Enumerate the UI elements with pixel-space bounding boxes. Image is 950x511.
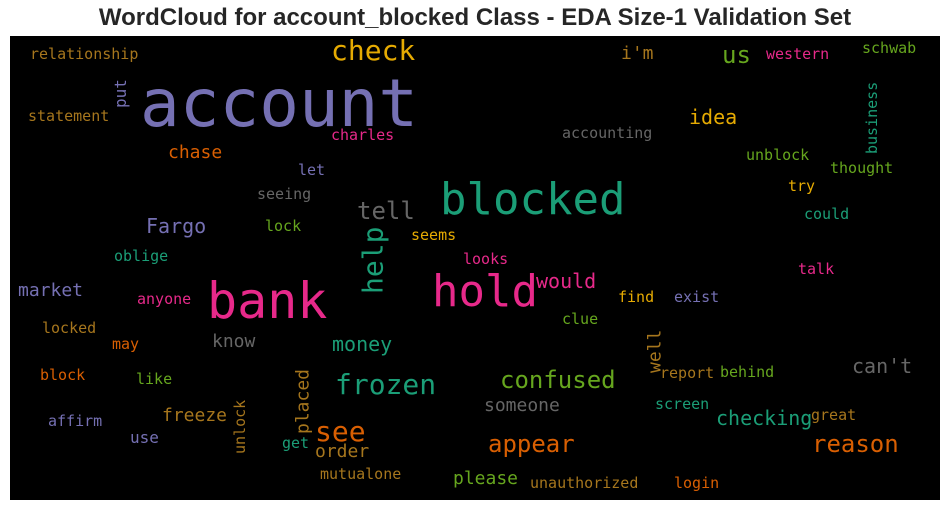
word-unauthorized: unauthorized <box>530 474 638 492</box>
word-see: see <box>315 415 366 448</box>
word-check: check <box>331 36 415 67</box>
word-unblock: unblock <box>746 146 809 164</box>
word-would: would <box>536 269 596 293</box>
word-seems: seems <box>411 226 456 244</box>
word-us: us <box>722 41 751 69</box>
word-could: could <box>804 205 849 223</box>
word-statement: statement <box>28 107 109 125</box>
word-unlock: unlock <box>231 400 249 454</box>
chart-title: WordCloud for account_blocked Class - ED… <box>98 4 852 31</box>
word-behind: behind <box>720 363 774 381</box>
word-great: great <box>811 406 856 424</box>
word-help: help <box>356 227 389 294</box>
word-tell: tell <box>357 197 415 225</box>
word-market: market <box>18 280 83 301</box>
word-please: please <box>453 468 518 489</box>
word-talk: talk <box>798 260 834 278</box>
word-placed: placed <box>292 369 313 434</box>
word-schwab: schwab <box>862 39 916 57</box>
word-let: let <box>298 161 325 179</box>
word-charles: charles <box>331 126 394 144</box>
word-frozen: frozen <box>335 368 436 401</box>
word-checking: checking <box>716 406 812 430</box>
word-order: order <box>315 441 369 462</box>
word-clue: clue <box>562 310 598 328</box>
word-mutualone: mutualone <box>320 465 401 483</box>
word-business: business <box>863 82 881 154</box>
word-try: try <box>788 177 815 195</box>
word-appear: appear <box>488 430 575 458</box>
word-western: western <box>766 45 829 63</box>
word-bank: bank <box>207 272 327 330</box>
word-exist: exist <box>674 288 719 306</box>
word-find: find <box>618 288 654 306</box>
word-put: put <box>111 79 130 108</box>
word-someone: someone <box>484 395 560 416</box>
word-oblige: oblige <box>114 247 168 265</box>
word-chase: chase <box>168 142 222 163</box>
wordcloud: account bank blocked hold check frozen confuse… <box>18 36 916 492</box>
word-confused: confused <box>500 366 616 394</box>
word-use: use <box>130 428 159 447</box>
word-well: well <box>644 330 665 373</box>
word-can-t: can't <box>852 354 912 378</box>
word-account: account <box>140 65 418 142</box>
word-anyone: anyone <box>137 290 191 308</box>
word-relationship: relationship <box>30 45 138 63</box>
word-locked: locked <box>42 319 96 337</box>
word-may: may <box>112 335 139 353</box>
word-reason: reason <box>812 430 899 458</box>
wordcloud-panel: account bank blocked hold check frozen confuse… <box>10 36 940 500</box>
word-looks: looks <box>463 250 508 268</box>
word-affirm: affirm <box>48 412 102 430</box>
word-screen: screen <box>655 395 709 413</box>
word-like: like <box>136 370 172 388</box>
word-block: block <box>40 366 85 384</box>
word-accounting: accounting <box>562 124 652 142</box>
word-know: know <box>212 331 256 352</box>
word-freeze: freeze <box>162 405 227 426</box>
word-login: login <box>674 474 719 492</box>
word-report: report <box>660 364 714 382</box>
word-thought: thought <box>830 159 893 177</box>
word-hold: hold <box>432 266 538 317</box>
word-blocked: blocked <box>440 174 625 225</box>
word-fargo: Fargo <box>146 214 206 238</box>
word-get: get <box>282 434 309 452</box>
word-i-m: i'm <box>621 43 654 64</box>
word-lock: lock <box>265 217 301 235</box>
word-seeing: seeing <box>257 185 311 203</box>
word-money: money <box>332 332 392 356</box>
word-idea: idea <box>689 105 737 129</box>
